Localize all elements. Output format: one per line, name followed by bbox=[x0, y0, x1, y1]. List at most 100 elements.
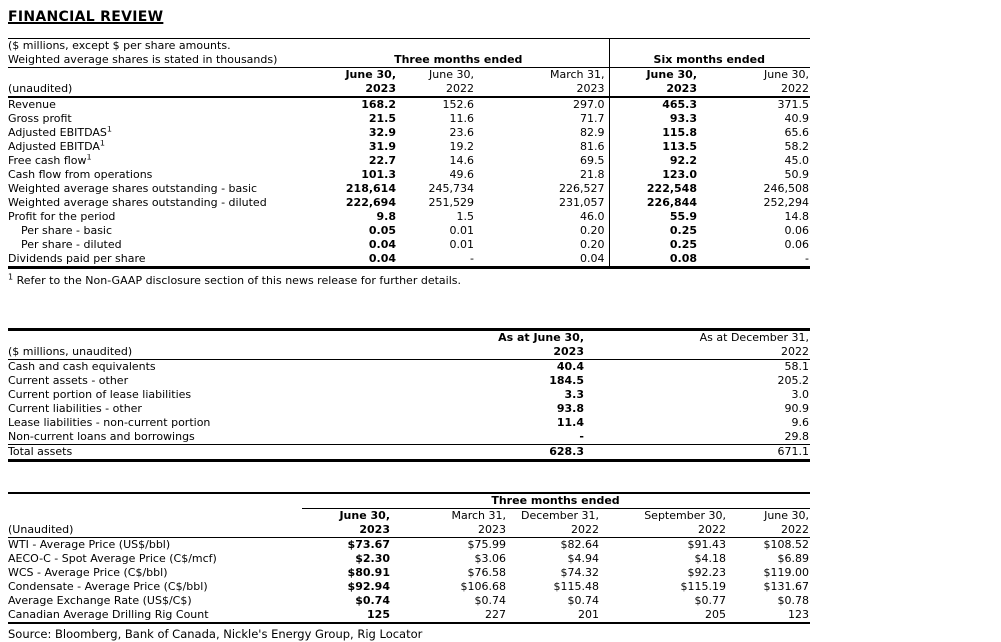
cell-value: $0.74 bbox=[355, 594, 390, 607]
cell-value: 9.6 bbox=[791, 416, 810, 429]
cell-value: 671.1 bbox=[588, 444, 810, 461]
table-row: Cash and cash equivalents 40.4 58.1 bbox=[8, 360, 810, 375]
footnote-marker: 1 bbox=[99, 140, 105, 148]
cell-value: 115.8 bbox=[662, 126, 697, 139]
table-row: Current liabilities - other 93.8 90.9 bbox=[8, 402, 810, 416]
cell-value: 226,527 bbox=[478, 182, 610, 196]
row-label: Adjusted EBITDAS1 bbox=[8, 126, 112, 139]
non-gaap-footnote: 1 Refer to the Non-GAAP disclosure secti… bbox=[8, 273, 1001, 288]
unaudited-label: (unaudited) bbox=[8, 82, 308, 98]
cell-value: $0.77 bbox=[694, 594, 727, 607]
row-label: WCS - Average Price (C$/bbl) bbox=[8, 566, 168, 579]
source-note: Source: Bloomberg, Bank of Canada, Nickl… bbox=[8, 627, 423, 641]
col-header: 2023 bbox=[302, 523, 394, 538]
col-header: 2022 bbox=[400, 82, 478, 98]
col-header: 2022 bbox=[588, 345, 810, 360]
cell-value: 628.3 bbox=[450, 444, 588, 461]
cell-value: 82.9 bbox=[478, 126, 610, 140]
table-row: Per share - basic 0.05 0.01 0.20 0.25 0.06 bbox=[8, 224, 810, 238]
cell-value: $82.64 bbox=[560, 538, 600, 551]
col-header: December 31, bbox=[520, 509, 599, 522]
spacer bbox=[8, 68, 308, 83]
table-row: Adjusted EBITDA1 31.9 19.2 81.6 113.5 58.2 bbox=[8, 140, 810, 154]
cell-value: 14.8 bbox=[784, 210, 810, 223]
cell-value: 231,057 bbox=[478, 196, 610, 210]
footnote-marker: 1 bbox=[8, 272, 14, 282]
col-header: 2023 bbox=[450, 345, 588, 360]
cell-value: 113.5 bbox=[662, 140, 697, 153]
cell-value: 205.2 bbox=[777, 374, 810, 387]
table-row: WTI - Average Price (US$/bbl) $73.67 $75.9… bbox=[8, 538, 810, 553]
col-header: 2023 bbox=[609, 82, 701, 98]
row-label: WTI - Average Price (US$/bbl) bbox=[8, 538, 171, 551]
row-label: Condensate - Average Price (C$/bbl) bbox=[8, 580, 208, 593]
cell-value: 251,529 bbox=[428, 196, 475, 209]
col-header: June 30, bbox=[764, 68, 809, 81]
col-header: March 31, bbox=[478, 67, 610, 82]
table-row: Free cash flow1 22.7 14.6 69.5 92.2 45.0 bbox=[8, 154, 810, 168]
table-row: Gross profit 21.5 11.6 71.7 93.3 40.9 bbox=[8, 112, 810, 126]
cell-value: 465.3 bbox=[662, 98, 697, 111]
col-header: June 30, bbox=[429, 68, 474, 81]
table-row: Adjusted EBITDAS1 32.9 23.6 82.9 115.8 65.6 bbox=[8, 126, 810, 140]
table-row: Current assets - other 184.5 205.2 bbox=[8, 374, 810, 388]
unaudited-label: ($ millions, unaudited) bbox=[8, 345, 450, 360]
cell-value: 0.25 bbox=[669, 238, 697, 251]
cell-value: 0.01 bbox=[449, 238, 475, 251]
cell-value: 14.6 bbox=[449, 154, 475, 167]
unaudited-label: (Unaudited) bbox=[8, 523, 302, 538]
units-note-line1: ($ millions, except $ per share amounts. bbox=[8, 39, 231, 52]
spacer bbox=[8, 493, 302, 509]
row-label: Adjusted EBITDA1 bbox=[8, 140, 105, 153]
cell-value: $76.58 bbox=[467, 566, 507, 579]
table-row: Weighted average shares outstanding - di… bbox=[8, 196, 810, 210]
column-date-row: June 30, March 31, December 31, Septembe… bbox=[8, 509, 810, 524]
cell-value: - bbox=[470, 252, 474, 265]
cell-value: 0.04 bbox=[368, 252, 396, 265]
benchmark-prices-table: Three months ended June 30, March 31, De… bbox=[8, 492, 811, 624]
period-group-header: Three months ended bbox=[302, 493, 811, 509]
table-row: Non-current loans and borrowings - 29.8 bbox=[8, 430, 810, 445]
cell-value: $4.94 bbox=[567, 552, 600, 565]
row-label: Weighted average shares outstanding - di… bbox=[8, 196, 267, 209]
cell-value: 227 bbox=[485, 608, 506, 621]
cell-value: 40.9 bbox=[784, 112, 810, 125]
row-label: Gross profit bbox=[8, 112, 72, 125]
cell-value: 0.04 bbox=[368, 238, 396, 251]
footnote-marker: 1 bbox=[106, 126, 112, 134]
row-label: Per share - basic bbox=[21, 224, 113, 237]
cell-value: $92.94 bbox=[347, 580, 390, 593]
cell-value: 69.5 bbox=[478, 154, 610, 168]
col-header: June 30, bbox=[646, 68, 697, 81]
cell-value: $115.19 bbox=[680, 580, 727, 593]
cell-value: 49.6 bbox=[449, 168, 475, 181]
table-row: Condensate - Average Price (C$/bbl) $92.9… bbox=[8, 580, 810, 594]
cell-value: $80.91 bbox=[347, 566, 390, 579]
cell-value: 184.5 bbox=[549, 374, 584, 387]
period-group-header: Six months ended bbox=[609, 53, 810, 68]
row-label: Dividends paid per share bbox=[8, 252, 146, 265]
cell-value: $131.67 bbox=[763, 580, 810, 593]
cell-value: $74.32 bbox=[560, 566, 600, 579]
cell-value: 11.6 bbox=[449, 112, 475, 125]
table-row: Dividends paid per share 0.04-0.04 0.08- bbox=[8, 252, 810, 268]
row-label: Cash flow from operations bbox=[8, 168, 153, 181]
cell-value: 0.05 bbox=[368, 224, 396, 237]
col-header: June 30, bbox=[764, 509, 810, 522]
table-row: Canadian Average Drilling Rig Count 125 22… bbox=[8, 608, 810, 623]
cell-value: 45.0 bbox=[784, 154, 810, 167]
cell-value: 9.8 bbox=[376, 210, 397, 223]
row-label: Lease liabilities - non-current portion bbox=[8, 416, 211, 429]
col-header: 2023 bbox=[394, 523, 510, 538]
period-group-row: Three months ended bbox=[8, 493, 811, 509]
table-row: Average Exchange Rate (US$/C$) $0.74 $0.74… bbox=[8, 594, 810, 608]
cell-value: $0.74 bbox=[567, 594, 600, 607]
col-header: 2022 bbox=[603, 523, 730, 538]
cell-value: $119.00 bbox=[763, 566, 810, 579]
cell-value: 152.6 bbox=[442, 98, 475, 111]
cell-value: 58.1 bbox=[784, 360, 810, 373]
column-year-row: ($ millions, unaudited) 2023 2022 bbox=[8, 345, 810, 360]
cell-value: 125 bbox=[367, 608, 390, 621]
period-group-header: Three months ended bbox=[308, 53, 610, 68]
cell-value: $115.48 bbox=[553, 580, 600, 593]
